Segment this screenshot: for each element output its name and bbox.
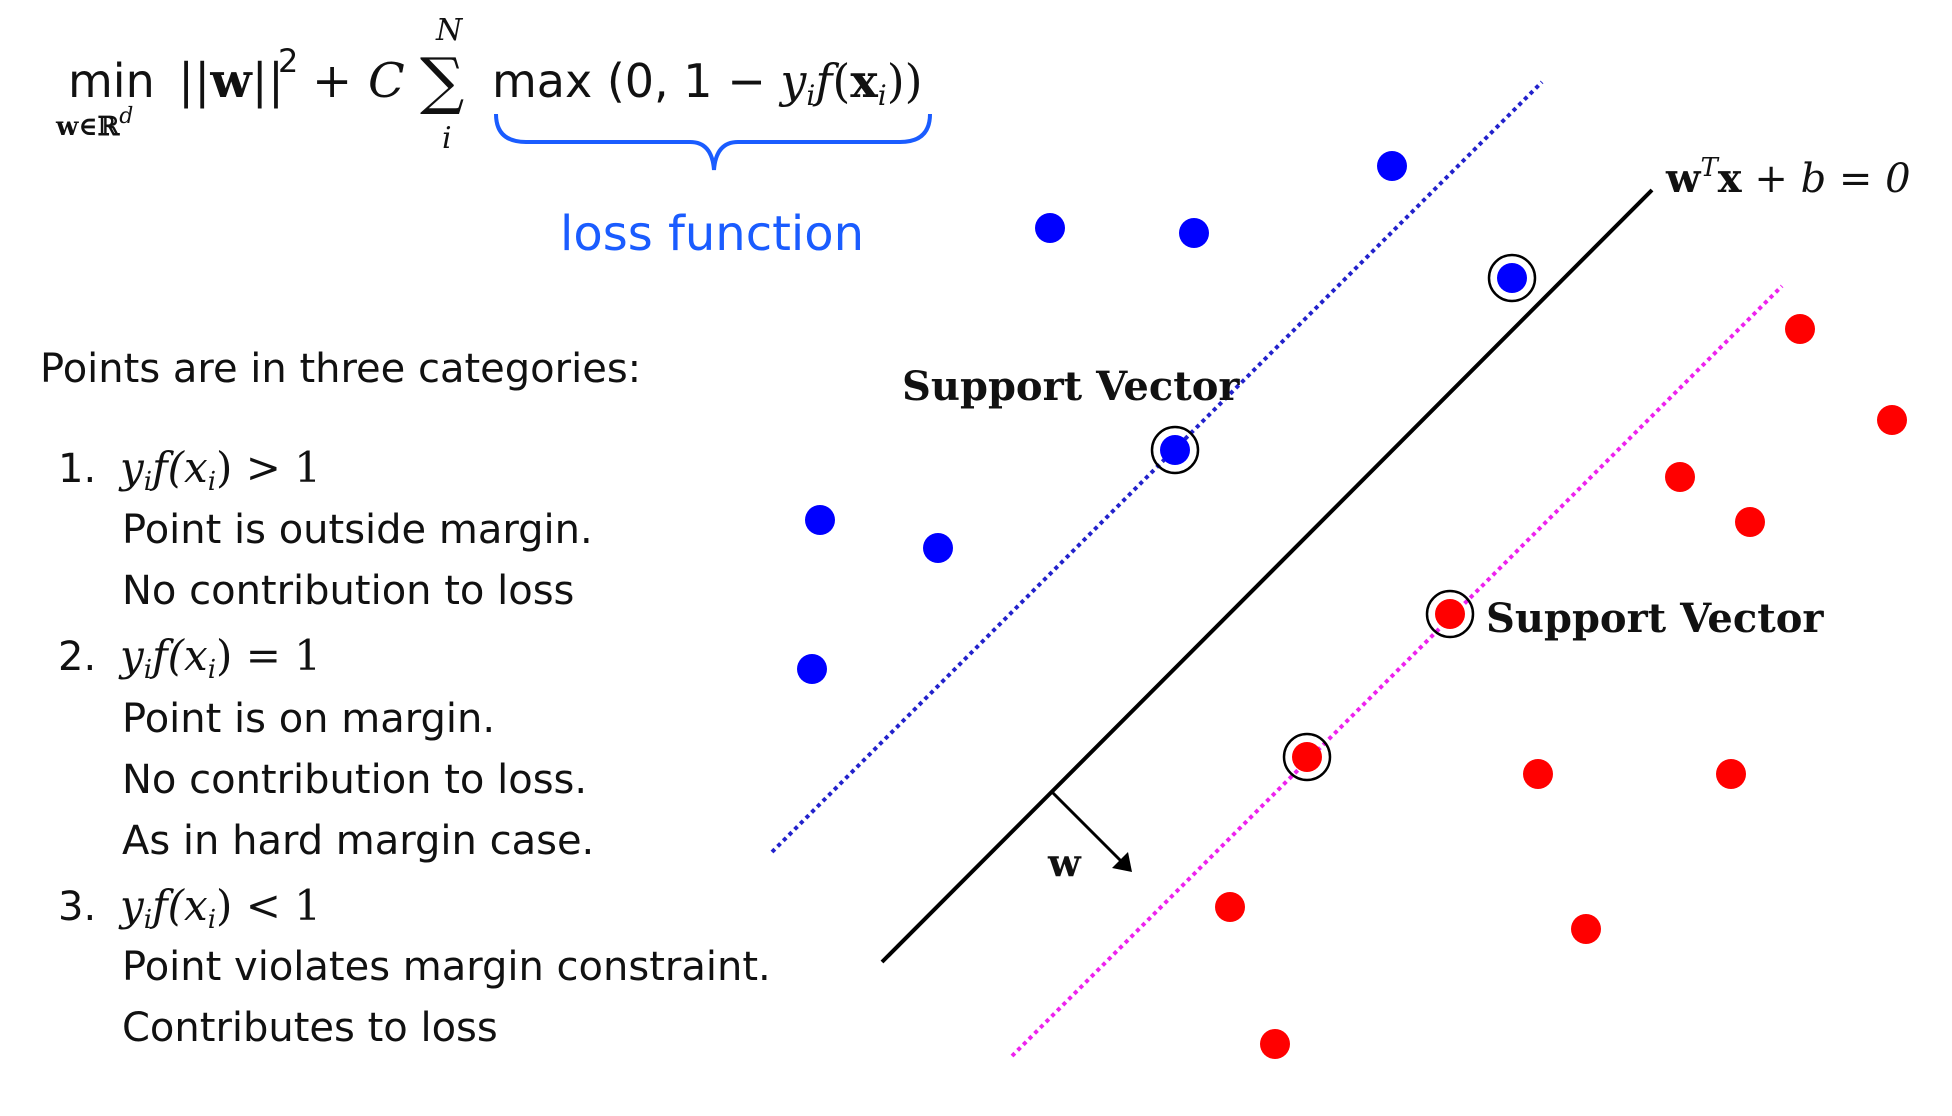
category-line: No contribution to loss. <box>122 757 587 803</box>
support-vector-label-top: Support Vector <box>902 363 1240 410</box>
formula-max-term: max (0, 1 − yif(xi)) <box>492 54 923 112</box>
arrowhead-icon <box>1112 852 1132 872</box>
positive-point <box>923 533 953 563</box>
positive-point <box>1377 151 1407 181</box>
formula-sum-symbol: ∑ <box>420 44 464 117</box>
decision-boundary-line <box>880 188 1654 964</box>
negative-point <box>1665 462 1695 492</box>
category-line: No contribution to loss <box>122 568 574 614</box>
positive-point <box>797 654 827 684</box>
category-condition: yif(xi) > 1 <box>118 443 321 497</box>
objective-formula: min w∈ℝd ||w|| 2 + C N ∑ i max (0, 1 − y… <box>55 13 932 262</box>
positive-point <box>1179 218 1209 248</box>
support-vector-ring <box>1425 589 1475 639</box>
formula-sum-lower: i <box>442 121 452 156</box>
formula-min-subscript: w∈ℝd <box>55 104 133 142</box>
formula-norm: ||w|| <box>178 53 284 109</box>
positive-margin-line <box>770 80 1544 854</box>
category-line: Point violates margin constraint. <box>122 944 771 990</box>
negative-point <box>1523 759 1553 789</box>
negative-margin-line <box>1010 284 1784 1058</box>
negative-point <box>1877 405 1907 435</box>
category-number: 2. <box>58 634 96 680</box>
category-number: 1. <box>58 446 96 492</box>
category-line: As in hard margin case. <box>122 818 594 864</box>
support-vector-ring <box>1150 425 1200 475</box>
positive-support-point <box>1497 263 1527 293</box>
support-vector-label-bottom: Support Vector <box>1486 595 1824 642</box>
negative-support-point <box>1435 599 1465 629</box>
loss-function-label: loss function <box>560 206 864 262</box>
formula-plus: + <box>312 53 352 109</box>
negative-class-points <box>1215 314 1907 1059</box>
category-condition: yif(xi) = 1 <box>118 631 321 685</box>
hyperplane-label: wTx + b = 0 <box>1665 153 1911 202</box>
positive-point <box>1035 213 1065 243</box>
negative-point <box>1785 314 1815 344</box>
negative-point <box>1735 507 1765 537</box>
category-number: 3. <box>58 884 96 930</box>
categories-heading: Points are in three categories: <box>40 346 641 392</box>
negative-point <box>1716 759 1746 789</box>
formula-sum-upper: N <box>435 13 464 48</box>
category-item: 3. yif(xi) < 1 Point violates margin con… <box>58 881 771 1051</box>
support-vector-ring <box>1487 253 1537 303</box>
category-condition: yif(xi) < 1 <box>118 881 321 935</box>
support-vector-ring <box>1282 732 1332 782</box>
formula-norm-power: 2 <box>278 42 298 80</box>
negative-support-point <box>1292 742 1322 772</box>
formula-c: C <box>368 53 405 109</box>
negative-point <box>1260 1029 1290 1059</box>
svm-plot: w wTx + b = 0 Support Vector Support Vec… <box>770 80 1911 1059</box>
category-line: Point is on margin. <box>122 696 495 742</box>
loss-underbrace <box>494 113 932 171</box>
normal-vector-arrow <box>1050 790 1126 866</box>
positive-support-point <box>1160 435 1190 465</box>
positive-class-points <box>797 151 1527 684</box>
formula-min: min <box>68 54 155 108</box>
category-item: 1. yif(xi) > 1 Point is outside margin. … <box>58 443 593 614</box>
normal-vector-label: w <box>1047 840 1082 885</box>
category-line: Contributes to loss <box>122 1005 498 1051</box>
category-line: Point is outside margin. <box>122 507 593 553</box>
category-item: 2. yif(xi) = 1 Point is on margin. No co… <box>58 631 594 864</box>
negative-point <box>1571 914 1601 944</box>
negative-point <box>1215 892 1245 922</box>
positive-point <box>805 505 835 535</box>
categories-list: Points are in three categories: 1. yif(x… <box>40 346 771 1051</box>
